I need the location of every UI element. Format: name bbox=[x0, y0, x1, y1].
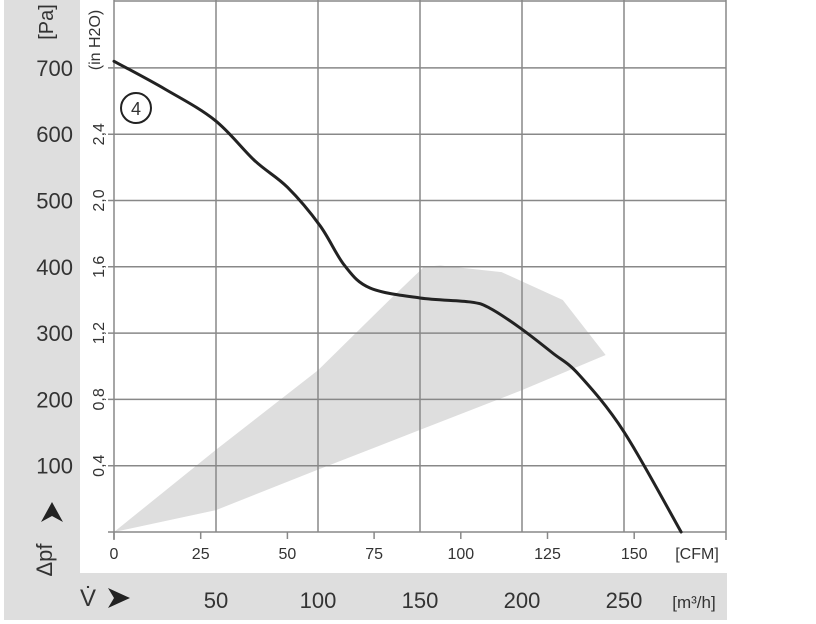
x-tick-label: 250 bbox=[606, 588, 643, 613]
x-secondary-tick-label: 150 bbox=[621, 546, 648, 563]
x-tick-label: 150 bbox=[402, 588, 439, 613]
y-unit-pa: [Pa] bbox=[36, 4, 58, 40]
y-tick-label: 100 bbox=[36, 454, 73, 479]
x-unit-m3h: [m³/h] bbox=[672, 593, 715, 612]
y-secondary-tick-label: 0,4 bbox=[91, 454, 108, 476]
y-tick-label: 600 bbox=[36, 122, 73, 147]
y-arrow-icon bbox=[41, 502, 63, 522]
curve-number-circle bbox=[120, 92, 152, 124]
y-tick-label: 500 bbox=[36, 189, 73, 214]
x-tick-label: 50 bbox=[204, 588, 228, 613]
y-tick-label: 300 bbox=[36, 321, 73, 346]
y-secondary-tick-label: 1,6 bbox=[91, 256, 108, 278]
y-tick-label: 200 bbox=[36, 387, 73, 412]
left-axis-band bbox=[4, 0, 80, 620]
y-tick-label: 400 bbox=[36, 255, 73, 280]
x-unit-cfm: [CFM] bbox=[675, 546, 719, 563]
performance-curve bbox=[112, 59, 683, 534]
x-secondary-tick-label: 0 bbox=[110, 546, 119, 563]
x-axis-label: V̇ bbox=[80, 584, 96, 612]
x-secondary-tick-label: 100 bbox=[447, 546, 474, 563]
x-secondary-tick-label: 50 bbox=[279, 546, 297, 563]
x-tick-label: 100 bbox=[300, 588, 337, 613]
y-secondary-tick-label: 2,4 bbox=[91, 123, 108, 145]
y-secondary-tick-label: 2,0 bbox=[91, 189, 108, 211]
x-secondary-tick-label: 25 bbox=[192, 546, 210, 563]
y-secondary-tick-label: 0,8 bbox=[91, 388, 108, 410]
y-unit-inh2o: (in H2O) bbox=[87, 10, 104, 70]
y-secondary-tick-label: 1,2 bbox=[91, 322, 108, 344]
x-arrow-icon bbox=[108, 588, 130, 608]
curve-number: 4 bbox=[131, 99, 141, 119]
x-secondary-tick-label: 125 bbox=[534, 546, 561, 563]
y-axis-label: Δpf bbox=[32, 543, 57, 577]
y-tick-label: 700 bbox=[36, 56, 73, 81]
x-secondary-tick-label: 75 bbox=[365, 546, 383, 563]
x-tick-label: 200 bbox=[504, 588, 541, 613]
